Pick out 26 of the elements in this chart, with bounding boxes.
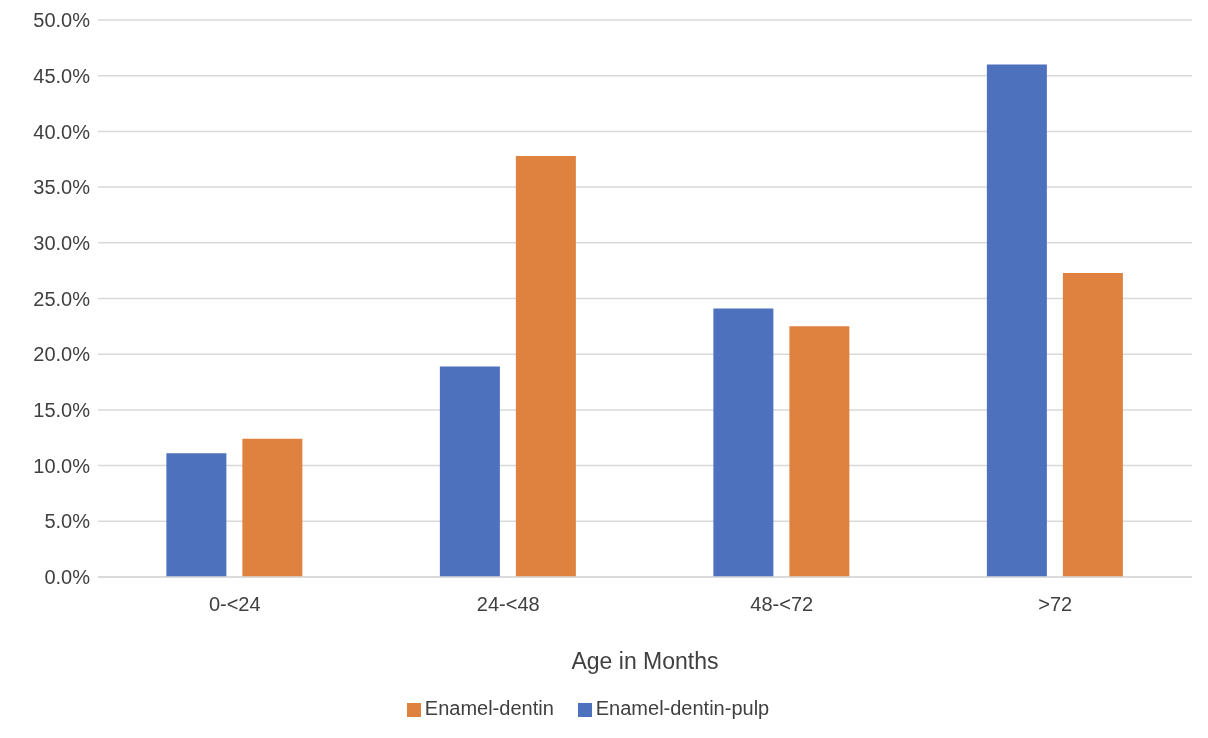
y-tick-label: 5.0% [44, 510, 91, 533]
x-tick-label: 48-<72 [750, 593, 814, 616]
legend-label: Enamel-dentin-pulp [595, 697, 770, 719]
y-tick-label: 40.0% [33, 120, 91, 143]
y-tick-label: 50.0% [33, 9, 91, 32]
y-tick-label: 45.0% [33, 64, 91, 87]
x-tick-label: >72 [1038, 593, 1073, 616]
bar [515, 155, 576, 577]
x-tick-label: 0-<24 [208, 593, 261, 616]
y-tick-label: 10.0% [33, 454, 91, 477]
y-tick-label: 20.0% [33, 343, 91, 366]
bar [789, 326, 850, 577]
legend-label: Enamel-dentin [424, 697, 554, 719]
bar [242, 438, 303, 577]
bar [713, 308, 774, 577]
y-tick-label: 15.0% [33, 399, 91, 421]
bar [166, 453, 227, 577]
x-tick-label: 24-<48 [476, 593, 540, 616]
bar [1062, 272, 1123, 577]
x-axis-title: Age in Months [571, 648, 719, 674]
bar [986, 64, 1047, 577]
bar [439, 366, 500, 577]
y-tick-label: 35.0% [33, 176, 91, 199]
y-tick-label: 30.0% [33, 231, 91, 254]
y-tick-label: 0.0% [44, 566, 91, 589]
y-tick-label: 25.0% [33, 287, 91, 310]
